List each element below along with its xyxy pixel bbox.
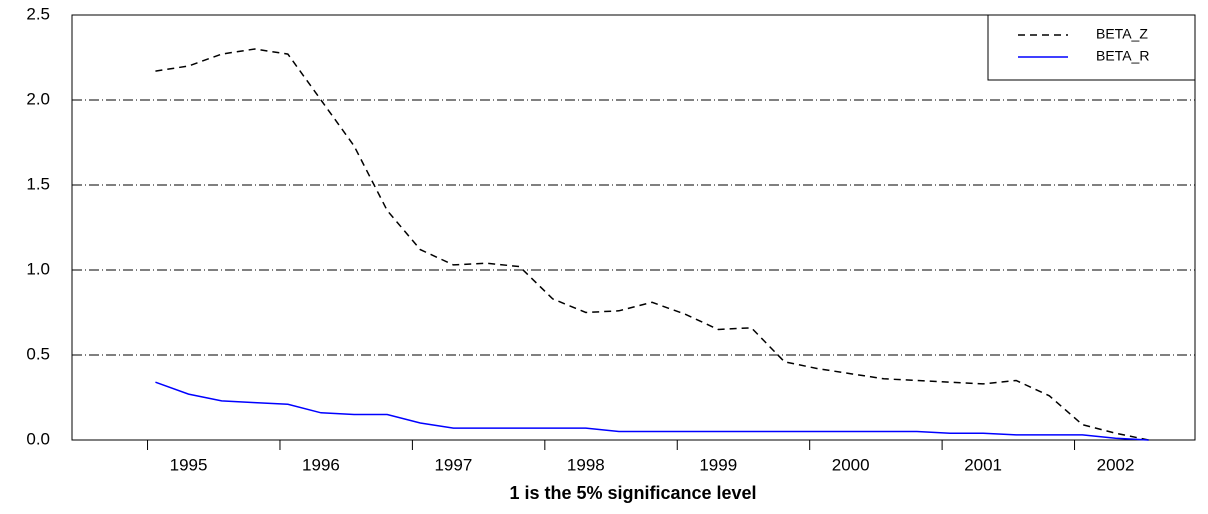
x-tick-label: 2000 xyxy=(832,455,870,474)
series-line xyxy=(155,381,1149,441)
series-line xyxy=(155,48,1149,441)
legend-label: BETA_Z xyxy=(1096,26,1148,42)
y-tick-label: 1.5 xyxy=(26,174,50,193)
y-tick-label: 0.0 xyxy=(26,429,50,448)
y-tick-label: 2.0 xyxy=(26,89,50,108)
x-tick-label: 1999 xyxy=(699,455,737,474)
x-tick-label: 1998 xyxy=(567,455,605,474)
y-tick-label: 1.0 xyxy=(26,259,50,278)
plot-frame xyxy=(71,14,1196,441)
x-tick-label: 1995 xyxy=(170,455,208,474)
x-tick-label: 2001 xyxy=(964,455,1002,474)
y-tick-label: 0.5 xyxy=(26,344,50,363)
legend-box xyxy=(987,14,1196,81)
x-tick-label: 1997 xyxy=(434,455,472,474)
legend-label: BETA_R xyxy=(1096,48,1149,64)
x-axis-title: 1 is the 5% significance level xyxy=(509,483,756,503)
x-tick-label: 2002 xyxy=(1097,455,1135,474)
y-tick-label: 2.5 xyxy=(26,4,50,23)
x-tick-label: 1996 xyxy=(302,455,340,474)
